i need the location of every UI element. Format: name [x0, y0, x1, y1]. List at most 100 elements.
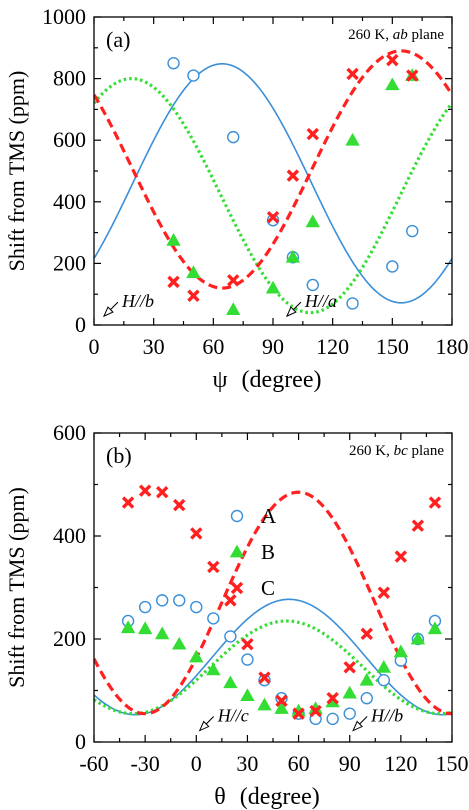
x-tick-label: 150: [376, 334, 409, 359]
legend-marker-stroke: [230, 581, 244, 595]
annotation: 260 K, ab plane: [348, 27, 444, 43]
data-point-stroke: [275, 694, 288, 708]
annotation: 260 K, bc plane: [349, 443, 444, 459]
data-point: [376, 660, 391, 673]
data-point: [207, 612, 220, 625]
y-axis-label: Shift from TMS (ppm): [4, 487, 29, 688]
data-point: [305, 214, 320, 228]
x-tick-label: 90: [262, 334, 284, 359]
x-tick-label: 120: [384, 751, 417, 776]
data-point-stroke: [286, 169, 300, 182]
data-point-stroke: [306, 127, 319, 141]
data-point: [224, 630, 237, 643]
data-point: [274, 701, 289, 714]
series-2-points: [121, 484, 442, 720]
data-point: [410, 631, 426, 645]
data-points: [120, 484, 443, 726]
data-point: [240, 688, 255, 702]
data-point-stroke: [346, 67, 359, 81]
data-point: [172, 636, 187, 650]
data-point: [167, 57, 180, 70]
x-tick-label: 150: [436, 751, 469, 776]
data-point: [223, 675, 238, 689]
legend-marker: [230, 509, 244, 523]
data-point-stroke: [326, 692, 339, 705]
annotation-temp: 260 K,: [349, 443, 394, 459]
y-tick-label: 400: [53, 523, 86, 548]
data-point: [394, 550, 408, 563]
field-label-text: H//b: [370, 706, 403, 726]
series-2-points: [167, 53, 419, 302]
data-point: [265, 280, 281, 294]
data-point-stroke: [173, 498, 186, 512]
data-point: [257, 697, 272, 711]
data-point: [138, 484, 152, 497]
data-point-stroke: [155, 486, 169, 499]
y-tick-label: 1000: [42, 4, 86, 29]
field-label-text: H//b: [121, 291, 154, 311]
data-point-stroke: [386, 53, 399, 67]
fit-curve-series-2: [94, 490, 452, 716]
data-point-stroke: [207, 560, 220, 574]
y-tick-label: 400: [53, 189, 86, 214]
data-point: [275, 694, 288, 708]
data-point: [155, 626, 170, 640]
series-1-points: [120, 620, 443, 717]
data-point: [138, 600, 152, 614]
data-point: [346, 297, 359, 310]
data-point: [286, 169, 300, 182]
annotation-temp: 260 K,: [348, 27, 393, 43]
data-point-stroke: [227, 274, 240, 287]
x-tick-label: -30: [130, 751, 159, 776]
data-point: [186, 265, 201, 279]
data-point: [292, 707, 305, 720]
data-point-stroke: [224, 594, 237, 607]
annotation-plane: plane: [408, 27, 445, 43]
data-point: [224, 594, 237, 607]
data-point-stroke: [411, 519, 425, 532]
data-point: [406, 224, 419, 238]
y-tick-label: 600: [53, 127, 86, 152]
field-arrow-head: [198, 720, 210, 732]
data-point: [343, 707, 356, 720]
legend: ABC: [229, 504, 277, 600]
data-point-stroke: [266, 210, 280, 224]
x-tick-label: -60: [79, 751, 108, 776]
data-point: [226, 302, 241, 316]
data-point: [187, 289, 200, 302]
field-arrow-head: [102, 306, 114, 318]
data-point: [346, 67, 359, 81]
data-point: [428, 496, 442, 509]
data-point: [427, 621, 443, 635]
data-point: [190, 527, 203, 540]
data-point: [167, 275, 180, 289]
legend-marker: [230, 581, 244, 595]
legend-label: C: [261, 576, 275, 600]
x-axis-label: θ (degree): [214, 784, 319, 810]
data-point: [155, 594, 169, 607]
data-point-stroke: [241, 637, 254, 651]
panel-label: (b): [106, 443, 132, 468]
y-tick-label: 800: [53, 66, 86, 91]
data-point: [137, 621, 153, 635]
field-label: H//c: [198, 706, 249, 732]
y-tick-label: 0: [75, 312, 86, 337]
series-0-points: [167, 57, 419, 310]
data-point: [306, 127, 319, 141]
data-point-stroke: [309, 704, 322, 718]
legend-label: B: [261, 540, 275, 564]
data-point: [266, 214, 280, 227]
data-point: [326, 692, 339, 705]
data-point: [173, 498, 186, 512]
data-point-stroke: [377, 586, 391, 599]
data-point: [258, 674, 271, 687]
x-tick-label: 120: [316, 334, 349, 359]
x-axis-unit: (degree): [240, 784, 320, 810]
data-point-stroke: [167, 275, 180, 289]
x-tick-label: 90: [339, 751, 361, 776]
data-point: [227, 274, 240, 287]
data-point-stroke: [360, 627, 373, 641]
x-tick-label: 0: [191, 751, 202, 776]
series-1-points: [166, 68, 420, 316]
x-tick-label: 30: [143, 334, 165, 359]
